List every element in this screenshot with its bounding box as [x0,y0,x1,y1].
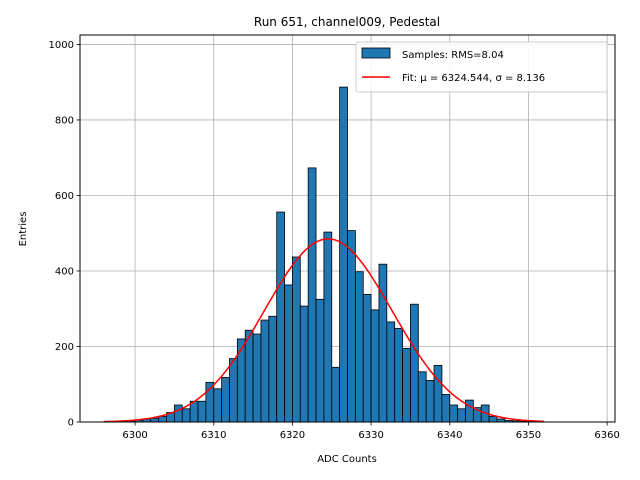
legend-histogram-swatch [361,47,391,59]
y-axis-ticks: 0 200 400 600 800 1000 [49,40,80,429]
legend-fit-label: Fit: μ = 6324.544, σ = 8.136 [402,73,545,84]
histogram-bar [394,327,403,423]
histogram-bar [284,284,293,423]
x-tick-label: 6310 [201,430,226,441]
histogram-bar [488,415,498,423]
y-axis-label: Entries [18,212,29,247]
histogram-bar [386,321,396,423]
y-tick-label: 200 [55,342,74,353]
histogram-bar [362,293,372,423]
histogram-bar [197,400,207,423]
histogram-bar [260,319,270,423]
y-tick-label: 400 [55,266,74,277]
histogram-bar [174,404,183,423]
legend-histogram-label: Samples: RMS=8.04 [402,50,504,61]
histogram-bar [425,380,435,423]
x-tick-label: 6300 [122,430,147,441]
x-tick-label: 6340 [437,430,462,441]
x-tick-label: 6330 [358,430,383,441]
y-tick-label: 600 [55,191,74,202]
histogram-bar [181,408,191,423]
histogram-bar [150,417,160,423]
x-axis-ticks: 6300 6310 6320 6330 6340 6350 6360 [122,422,620,441]
legend: Samples: RMS=8.04 Fit: μ = 6324.544, σ =… [355,41,608,93]
histogram-bar [370,309,380,423]
histogram-bar [292,256,301,423]
histogram-bar [299,305,309,423]
histogram-bar [315,298,325,423]
x-tick-label: 6320 [280,430,305,441]
histogram-bars [118,86,529,423]
histogram-bar [457,408,466,423]
histogram-bar [410,303,419,423]
histogram-bar [378,263,388,423]
fit-curve-layer [103,238,545,423]
y-tick-label: 1000 [49,40,74,51]
histogram-bar [268,315,278,423]
x-axis-label: ADC Counts [317,454,377,465]
histogram-bar [244,329,254,423]
histogram-bar [331,366,341,423]
histogram-bar [354,271,364,423]
histogram-bar [339,86,348,423]
gaussian-fit-line [103,238,545,423]
histogram-bar [347,230,356,423]
histogram-bar [441,394,451,423]
y-tick-label: 800 [55,115,74,126]
histogram-bar [449,404,459,423]
histogram-bar [189,400,199,423]
histogram-bar [402,347,411,423]
x-tick-label: 6360 [594,430,619,441]
histogram-bar [236,338,246,423]
histogram-bar [276,211,285,423]
histogram-bar [221,377,230,423]
histogram-bar [229,358,238,423]
legend-box [355,41,608,93]
histogram-bar [323,231,333,423]
histogram-bar [465,399,474,423]
x-tick-label: 6350 [516,430,541,441]
histogram-bar [417,371,427,423]
plot-frame [79,34,616,423]
y-tick-label: 0 [68,418,74,429]
chart-title: Run 651, channel009, Pedestal [254,15,440,29]
histogram-bar [158,415,167,423]
histogram-bar [213,388,223,423]
histogram-bar [433,364,443,423]
histogram-bar [307,167,317,423]
histogram-bar [252,333,262,423]
